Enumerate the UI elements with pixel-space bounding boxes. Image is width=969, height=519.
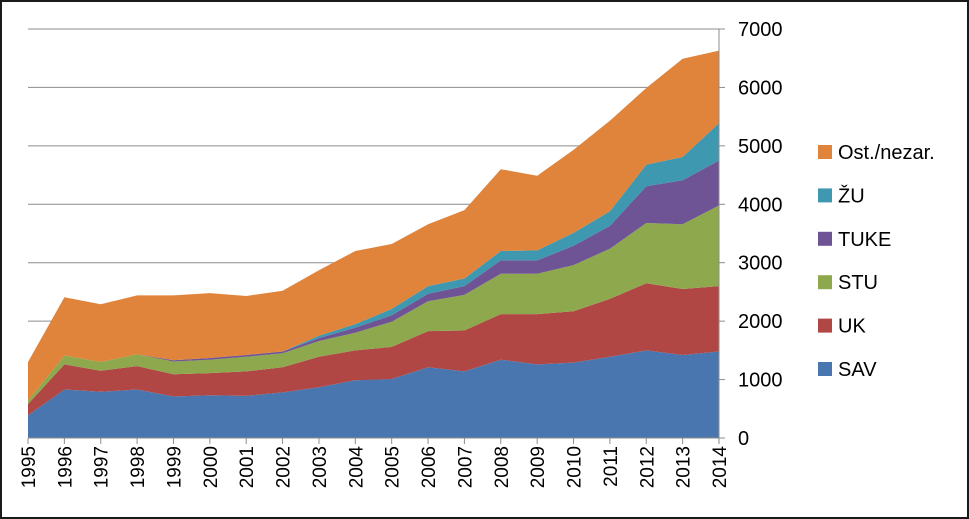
- x-tick-label: 1998: [128, 446, 149, 488]
- legend-label: STU: [838, 272, 878, 294]
- x-tick-label: 2010: [565, 446, 586, 488]
- y-tick-label: 6000: [738, 77, 783, 99]
- x-tick-label: 2002: [274, 446, 295, 488]
- x-tick-label: 2011: [601, 446, 622, 487]
- y-tick-label: 1000: [738, 370, 783, 392]
- legend-label: SAV: [838, 359, 877, 381]
- y-tick-label: 5000: [738, 136, 783, 158]
- legend-label: Ost./nezar.: [838, 142, 935, 164]
- x-tick-label: 1997: [92, 446, 113, 488]
- legend-swatch: [818, 145, 832, 159]
- y-tick-label: 3000: [738, 253, 783, 275]
- x-tick-label: 2014: [710, 446, 731, 489]
- x-tick-label: 2007: [455, 446, 476, 488]
- legend-swatch: [818, 318, 832, 333]
- area-series-ost-nezar: [28, 50, 719, 401]
- x-tick-label: 2012: [637, 446, 658, 488]
- area-series: [28, 50, 719, 438]
- legend-swatch: [818, 362, 832, 376]
- x-tick-label: 2009: [528, 446, 549, 488]
- y-tick-label: 0: [738, 428, 749, 450]
- x-tick-label: 2013: [674, 446, 695, 488]
- x-tick-label: 2001: [237, 446, 258, 488]
- y-tick-label: 4000: [738, 194, 783, 216]
- legend-swatch: [818, 188, 832, 203]
- legend: Ost./nezar. ŽU TUKE STU UK SAV: [818, 142, 935, 381]
- axes: [27, 28, 725, 444]
- legend-swatch: [818, 275, 832, 290]
- x-tick-label: 2008: [492, 446, 513, 488]
- x-tick-label: 2003: [310, 446, 331, 488]
- x-tick-label: 2006: [419, 446, 440, 488]
- x-tick-label: 2005: [383, 446, 404, 488]
- y-axis-tick-labels: 0 1000 2000 3000 4000 5000 6000 7000: [738, 19, 783, 450]
- area-series-sav: [28, 350, 719, 438]
- x-tick-label: 1996: [55, 446, 76, 488]
- y-tick-label: 7000: [738, 19, 783, 41]
- x-axis-tick-labels: 1995 1996 1997 1998 1999 2000 2001 2002 2003 2004…: [19, 446, 731, 489]
- legend-label: ŽU: [838, 184, 865, 207]
- x-tick-label: 2000: [201, 446, 222, 488]
- area-series-uk: [28, 283, 719, 416]
- y-tick-label: 2000: [738, 311, 783, 333]
- x-tick-label: 1999: [164, 446, 185, 488]
- legend-label: UK: [838, 316, 866, 338]
- legend-swatch: [818, 231, 832, 246]
- x-tick-label: 1995: [19, 446, 40, 488]
- legend-label: TUKE: [838, 229, 891, 251]
- x-tick-label: 2004: [346, 446, 367, 489]
- area-series-stu: [28, 205, 719, 405]
